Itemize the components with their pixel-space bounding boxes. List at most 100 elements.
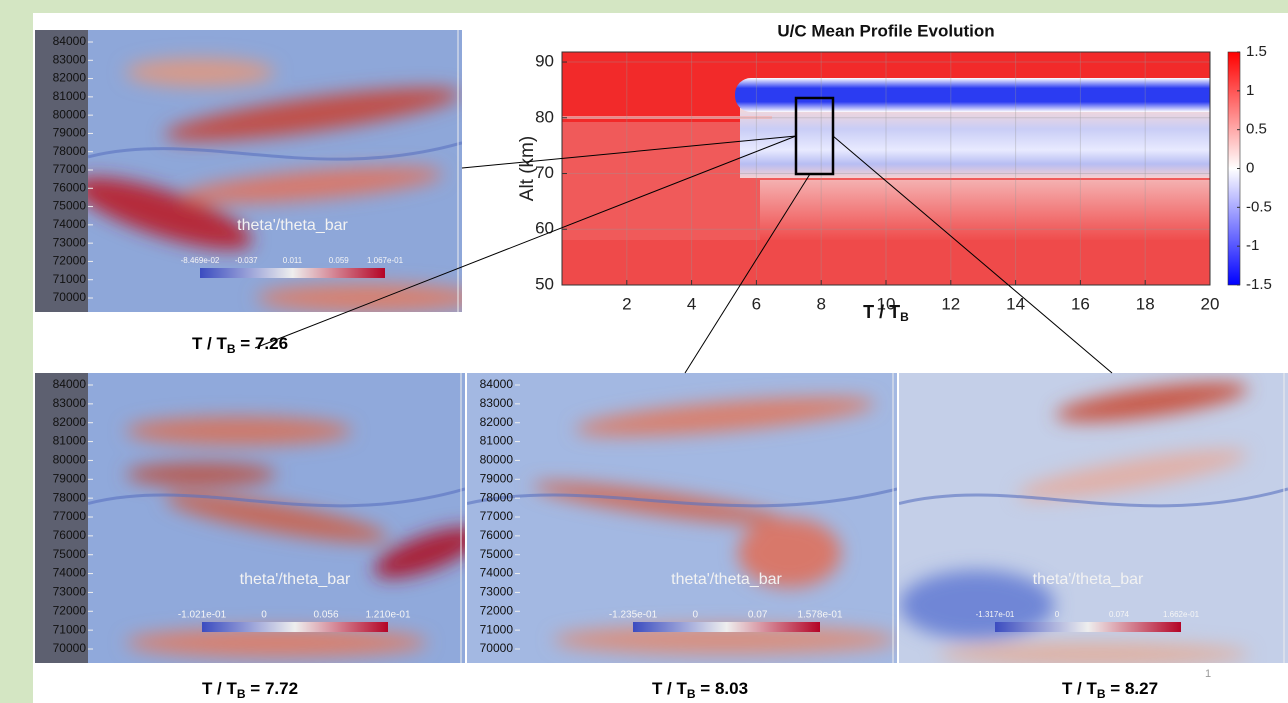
panel-colorbar bbox=[633, 622, 820, 632]
y-tick-label: 78000 bbox=[53, 144, 87, 158]
y-tick-label: 80 bbox=[535, 107, 554, 126]
connector bbox=[254, 135, 797, 349]
panel-colorbar bbox=[995, 622, 1181, 632]
caption-text: T / T bbox=[192, 334, 228, 353]
y-tick-label: 75000 bbox=[53, 199, 87, 213]
flow-structure bbox=[373, 527, 465, 579]
flow-structure bbox=[88, 177, 252, 250]
flow-structure bbox=[532, 482, 789, 525]
field-label: theta'/theta_bar bbox=[671, 571, 782, 588]
y-tick-label: 73000 bbox=[53, 235, 87, 249]
y-tick-label: 84000 bbox=[480, 377, 514, 391]
x-tick-label: 16 bbox=[1071, 294, 1090, 313]
tick-strip bbox=[35, 30, 88, 312]
y-tick-label: 76000 bbox=[480, 528, 514, 542]
simulation-panel: 84000 83000 82000 81000 80000 79000 78000 77000… bbox=[467, 373, 897, 663]
caption-suffix: = 7.72 bbox=[246, 679, 298, 698]
panel-caption: T / TB = 7.26 bbox=[192, 334, 288, 356]
heatmap-field bbox=[740, 108, 1210, 178]
flow-structure bbox=[164, 87, 461, 142]
colorbar-label: -8.469e-02 bbox=[181, 256, 220, 265]
y-tick-label: 80000 bbox=[53, 107, 87, 121]
caption-subscript: B bbox=[687, 687, 696, 701]
y-tick-label: 77000 bbox=[53, 509, 87, 523]
y-tick-label: 82000 bbox=[53, 415, 87, 429]
heatmap-field bbox=[735, 78, 1210, 112]
connector bbox=[684, 173, 811, 374]
heatmap-field bbox=[562, 116, 772, 119]
y-tick-label: 81000 bbox=[53, 434, 87, 448]
y-tick-label: 72000 bbox=[480, 603, 514, 617]
y-tick-label: 70 bbox=[535, 163, 554, 182]
colorbar-label: 0.074 bbox=[1109, 610, 1130, 619]
heatmap-field bbox=[562, 240, 1210, 285]
caption-subscript: B bbox=[227, 342, 236, 356]
y-tick-label: 73000 bbox=[53, 585, 87, 599]
colorbar-tick-label: -1 bbox=[1246, 237, 1259, 254]
colorbar-tick-label: 0 bbox=[1246, 159, 1254, 176]
flow-structure bbox=[125, 462, 277, 487]
x-axis-label-text: T / T bbox=[863, 302, 900, 322]
flow-streak bbox=[467, 487, 897, 508]
y-tick-label: 76000 bbox=[53, 528, 87, 542]
colorbar-tick-label: 1.5 bbox=[1246, 43, 1267, 60]
flow-structure bbox=[165, 493, 388, 543]
colorbar-label: 0 bbox=[261, 610, 267, 621]
flow-streak bbox=[899, 487, 1288, 508]
colorbar-tick-label: -0.5 bbox=[1246, 198, 1272, 215]
colorbar-label: -1.021e-01 bbox=[178, 610, 227, 621]
panel-image bbox=[899, 373, 1288, 663]
y-tick-label: 80000 bbox=[480, 453, 514, 467]
x-tick-label: 20 bbox=[1201, 294, 1220, 313]
y-tick-label: 70000 bbox=[480, 641, 514, 655]
chart-title: U/C Mean Profile Evolution bbox=[777, 21, 994, 40]
y-tick-label: 75000 bbox=[53, 547, 87, 561]
y-tick-label: 82000 bbox=[480, 415, 514, 429]
y-tick-label: 79000 bbox=[480, 471, 514, 485]
y-tick-label: 82000 bbox=[53, 71, 87, 85]
panel-image bbox=[88, 373, 465, 663]
y-tick-label: 70000 bbox=[53, 290, 87, 304]
colorbar-tick-label: 0.5 bbox=[1246, 121, 1267, 138]
x-tick-label: 2 bbox=[622, 294, 631, 313]
y-tick-label: 84000 bbox=[53, 34, 87, 48]
caption-suffix: = 8.27 bbox=[1106, 679, 1158, 698]
x-tick-label: 6 bbox=[752, 294, 761, 313]
field-label: theta'/theta_bar bbox=[1033, 571, 1144, 588]
heatmap bbox=[562, 52, 1210, 285]
y-tick-label: 72000 bbox=[53, 254, 87, 268]
y-tick-label: 83000 bbox=[53, 52, 87, 66]
y-tick-label: 79000 bbox=[53, 126, 87, 140]
y-tick-label: 74000 bbox=[53, 217, 87, 231]
y-tick-label: 71000 bbox=[53, 272, 87, 286]
colorbar-label: -1.235e-01 bbox=[609, 610, 658, 621]
axes-frame bbox=[561, 51, 1211, 286]
colorbar-label: 1.578e-01 bbox=[797, 610, 842, 621]
flow-structure bbox=[181, 167, 443, 204]
panel-structures bbox=[125, 416, 465, 658]
connector bbox=[461, 135, 797, 169]
y-tick-label: 71000 bbox=[480, 622, 514, 636]
y-tick-label: 78000 bbox=[53, 490, 87, 504]
panel-image bbox=[88, 30, 462, 312]
field-label: theta'/theta_bar bbox=[237, 217, 348, 234]
caption-suffix: = 7.26 bbox=[236, 334, 288, 353]
caption-subscript: B bbox=[237, 687, 246, 701]
caption-subscript: B bbox=[1097, 687, 1106, 701]
heatmap-field bbox=[760, 180, 1210, 240]
y-tick-label: 76000 bbox=[53, 180, 87, 194]
simulation-panel: 84000 83000 82000 81000 80000 79000 78000 77000… bbox=[35, 373, 465, 663]
colorbar-label: 0 bbox=[693, 610, 699, 621]
colorbar-label: 1.067e-01 bbox=[367, 256, 404, 265]
colorbar-label: -1.317e-01 bbox=[976, 610, 1015, 619]
y-tick-label: 83000 bbox=[53, 396, 87, 410]
colorbar-tick-label: 1 bbox=[1246, 82, 1254, 99]
flow-structure bbox=[125, 416, 352, 446]
y-axis-label: Alt (km) bbox=[517, 136, 538, 201]
y-tick-label: 80000 bbox=[53, 453, 87, 467]
colorbar-label: 0.056 bbox=[313, 610, 338, 621]
caption-suffix: = 8.03 bbox=[696, 679, 748, 698]
panel-structures bbox=[88, 58, 462, 312]
y-tick-label: 81000 bbox=[53, 89, 87, 103]
colorbar-label: -0.037 bbox=[235, 256, 258, 265]
